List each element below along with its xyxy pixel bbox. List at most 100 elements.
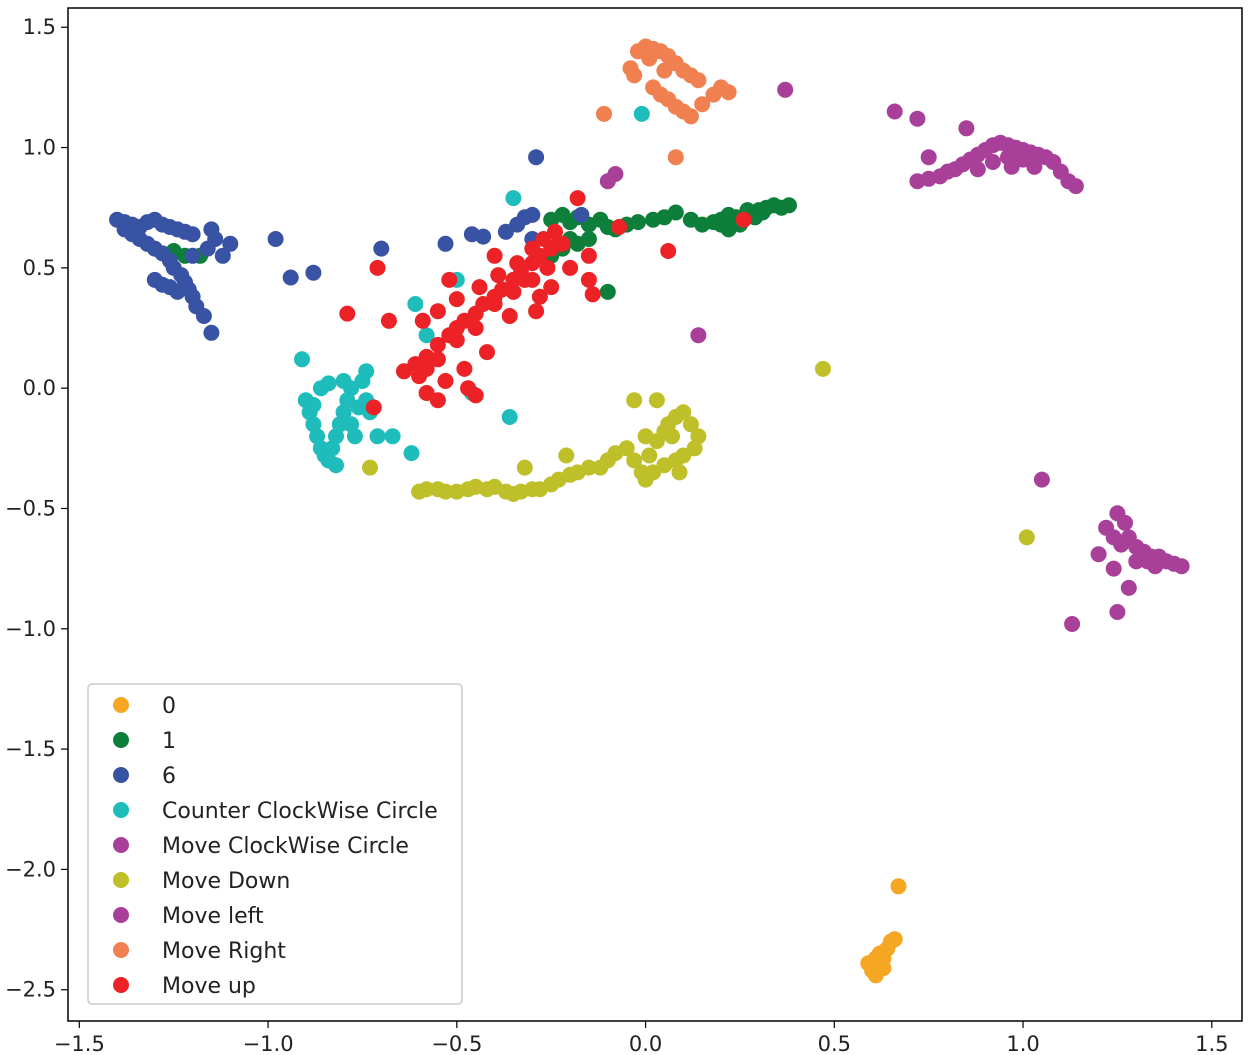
data-point	[580, 459, 597, 476]
data-point	[414, 312, 431, 329]
data-point	[475, 228, 492, 245]
data-point	[599, 283, 616, 300]
data-point	[626, 392, 643, 409]
data-point	[267, 231, 284, 247]
data-point	[467, 387, 484, 404]
data-point	[429, 351, 446, 368]
data-point	[369, 428, 386, 445]
legend-marker	[113, 732, 129, 748]
x-tick-label: −0.5	[431, 1032, 482, 1055]
data-point	[343, 416, 360, 433]
data-point	[169, 283, 186, 300]
data-point	[554, 235, 571, 252]
data-point	[671, 464, 688, 481]
legend-label: Move Down	[162, 869, 290, 894]
data-point	[1120, 579, 1137, 596]
data-point	[720, 84, 737, 101]
data-point	[815, 360, 831, 377]
data-point	[335, 404, 352, 421]
data-point	[1109, 505, 1126, 522]
legend-marker	[113, 942, 129, 958]
data-point	[667, 204, 684, 221]
data-point	[305, 416, 322, 433]
data-point	[562, 259, 579, 276]
data-point	[222, 235, 239, 252]
series-5	[362, 360, 1035, 546]
data-point	[754, 204, 771, 221]
data-point	[331, 416, 348, 433]
legend-marker	[113, 767, 129, 783]
data-point	[505, 283, 522, 300]
data-point	[407, 296, 424, 312]
y-tick-label: −2.0	[5, 857, 56, 881]
data-point	[584, 286, 601, 303]
data-point	[328, 428, 344, 445]
data-point	[429, 336, 446, 353]
legend-label: 6	[162, 764, 176, 789]
data-point	[1003, 158, 1020, 175]
data-point	[294, 351, 310, 368]
data-point	[305, 264, 322, 281]
data-point	[580, 271, 597, 288]
data-point	[920, 149, 937, 166]
data-point	[1109, 604, 1126, 620]
series-3	[294, 105, 650, 474]
data-point	[558, 447, 575, 464]
data-point	[501, 409, 518, 425]
data-point	[524, 206, 541, 223]
data-point	[335, 373, 352, 389]
legend-marker	[113, 907, 129, 923]
data-point	[637, 471, 654, 488]
data-point	[539, 259, 556, 276]
y-axis-ticks: 1.5 1.0 0.5 0.0 −0.5 −1.0 −1.5 −2.0 −2.5	[5, 15, 68, 1002]
data-point	[886, 103, 903, 120]
data-point	[886, 931, 903, 948]
data-point	[429, 392, 446, 409]
data-point	[1173, 558, 1190, 575]
data-point	[641, 50, 658, 67]
data-point	[528, 303, 545, 320]
x-axis-ticks: −1.5 −1.0 −0.5 0.0 0.5 1.0 1.5	[54, 1021, 1229, 1055]
legend-marker	[113, 837, 129, 853]
x-tick-label: −1.5	[54, 1032, 105, 1055]
data-point	[660, 243, 677, 259]
legend-box	[87, 683, 463, 1005]
data-point	[448, 291, 465, 308]
data-point	[369, 259, 386, 276]
data-point	[984, 154, 1001, 170]
data-point	[486, 247, 503, 264]
data-point	[479, 344, 495, 361]
data-point	[664, 428, 680, 445]
data-point	[418, 327, 435, 344]
data-point	[437, 483, 454, 500]
data-point	[690, 72, 707, 89]
data-point	[777, 81, 794, 98]
y-tick-label: 1.5	[23, 15, 56, 39]
data-point	[611, 219, 628, 235]
data-point	[214, 247, 231, 264]
series-0	[860, 878, 907, 984]
axes-frame	[67, 7, 1243, 1022]
data-point	[1067, 178, 1084, 195]
data-point	[690, 428, 707, 445]
data-point	[626, 452, 643, 469]
data-point	[675, 404, 692, 421]
series-6	[599, 81, 1084, 344]
series-8	[339, 190, 752, 416]
data-point	[339, 305, 356, 322]
data-point	[373, 240, 390, 257]
x-tick-label: −1.0	[243, 1032, 294, 1055]
legend-label: Move left	[162, 904, 264, 929]
y-tick-label: 0.5	[23, 256, 56, 280]
data-point	[384, 428, 401, 445]
data-point	[184, 247, 201, 264]
y-tick-label: 1.0	[23, 136, 56, 160]
data-point	[501, 308, 518, 324]
data-point	[324, 440, 341, 457]
data-point	[547, 223, 563, 240]
data-point	[195, 308, 212, 324]
legend-marker	[113, 697, 129, 713]
data-point	[505, 190, 522, 207]
data-point	[524, 240, 541, 257]
